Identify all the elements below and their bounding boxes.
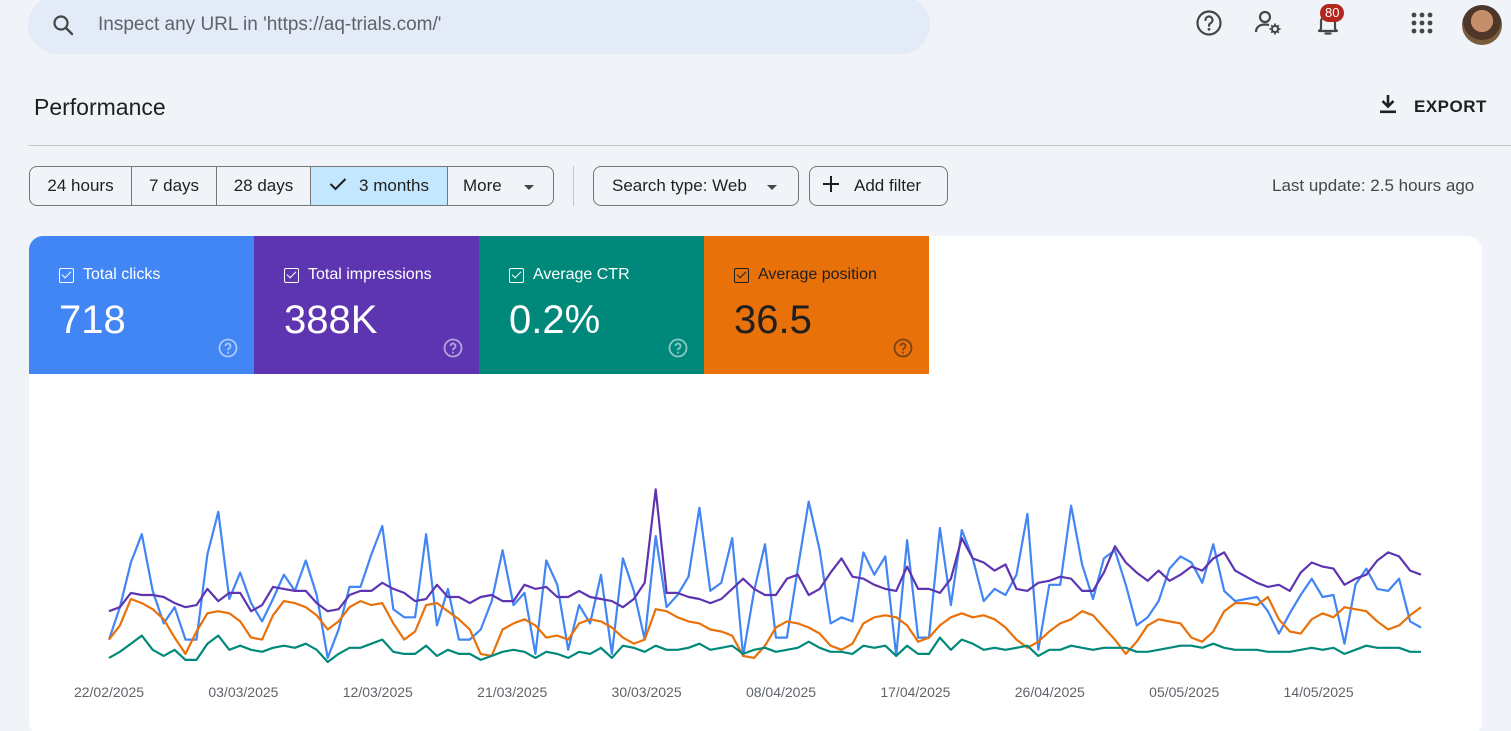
- header-divider: [28, 145, 1511, 146]
- plus-icon: [822, 175, 840, 198]
- checkbox-icon[interactable]: [509, 267, 524, 283]
- range-label: 28 days: [233, 176, 294, 195]
- x-tick-label: 30/03/2025: [612, 684, 682, 700]
- export-button[interactable]: EXPORT: [1376, 92, 1487, 121]
- series-line-average-position[interactable]: [108, 595, 1422, 659]
- range-7-days[interactable]: 7 days: [132, 167, 217, 205]
- range-3-months[interactable]: 3 months: [311, 167, 448, 205]
- series-line-total-impressions[interactable]: [108, 488, 1422, 613]
- checkbox-icon[interactable]: [284, 267, 299, 283]
- series-line-average-ctr[interactable]: [108, 634, 1421, 664]
- range-label: 7 days: [148, 176, 200, 195]
- search-type-label: Search type: Web: [612, 176, 747, 195]
- search-icon: [50, 12, 76, 38]
- metric-label: Average CTR: [533, 266, 630, 283]
- performance-line-chart[interactable]: 22/02/2025 03/03/2025 12/03/2025 21/03/2025…: [29, 236, 1482, 731]
- range-label: 24 hours: [47, 176, 114, 195]
- apps-grid-icon[interactable]: [1407, 8, 1437, 38]
- metric-label: Average position: [758, 266, 877, 283]
- search-type-dropdown[interactable]: Search type: Web: [593, 166, 799, 206]
- download-icon: [1376, 92, 1400, 121]
- metric-average-position[interactable]: Average position 36.5: [704, 236, 929, 374]
- series-line-total-clicks[interactable]: [107, 500, 1422, 659]
- x-tick-label: 05/05/2025: [1149, 684, 1219, 700]
- x-tick-label: 08/04/2025: [746, 684, 816, 700]
- x-tick-label: 22/02/2025: [74, 684, 144, 700]
- range-28-days[interactable]: 28 days: [217, 167, 311, 205]
- help-icon[interactable]: [893, 338, 913, 358]
- dropdown-arrow-icon: [766, 176, 777, 196]
- dropdown-arrow-icon: [523, 176, 534, 196]
- help-icon[interactable]: [1194, 8, 1224, 38]
- x-tick-label: 21/03/2025: [477, 684, 547, 700]
- check-icon: [329, 176, 347, 196]
- manage-users-icon[interactable]: [1253, 8, 1283, 38]
- metric-total-clicks[interactable]: Total clicks 718: [29, 236, 254, 374]
- add-filter-label: Add filter: [854, 176, 922, 195]
- metric-total-impressions[interactable]: Total impressions 388K: [254, 236, 479, 374]
- metric-label: Total impressions: [308, 266, 432, 283]
- account-avatar[interactable]: [1462, 5, 1502, 45]
- search-bar[interactable]: [28, 0, 930, 54]
- last-update-text: Last update: 2.5 hours ago: [1272, 176, 1475, 195]
- range-label: 3 months: [359, 176, 429, 195]
- range-24-hours[interactable]: 24 hours: [30, 167, 132, 205]
- metric-label: Total clicks: [83, 266, 161, 283]
- url-inspect-input[interactable]: [98, 14, 798, 36]
- filter-separator: [573, 166, 574, 206]
- help-icon[interactable]: [668, 338, 688, 358]
- performance-card: Total clicks 718 Total impressions 388K …: [29, 236, 1482, 731]
- checkbox-icon[interactable]: [59, 267, 74, 283]
- range-label: More: [463, 176, 502, 195]
- date-range-selector: 24 hours 7 days 28 days 3 months More: [29, 166, 554, 206]
- x-tick-label: 03/03/2025: [208, 684, 278, 700]
- help-icon[interactable]: [443, 338, 463, 358]
- metric-value: 718: [59, 298, 126, 342]
- metric-value: 36.5: [734, 298, 812, 342]
- metric-value: 0.2%: [509, 298, 601, 342]
- x-tick-label: 12/03/2025: [343, 684, 413, 700]
- metric-average-ctr[interactable]: Average CTR 0.2%: [479, 236, 704, 374]
- add-filter-button[interactable]: Add filter: [809, 166, 948, 206]
- notification-count-badge: 80: [1320, 4, 1345, 22]
- x-tick-label: 26/04/2025: [1015, 684, 1085, 700]
- x-tick-label: 17/04/2025: [880, 684, 950, 700]
- range-more-dropdown[interactable]: More: [448, 167, 553, 205]
- page-title: Performance: [34, 94, 166, 120]
- metric-value: 388K: [284, 298, 378, 342]
- export-label: EXPORT: [1414, 96, 1487, 116]
- checkbox-icon[interactable]: [734, 267, 749, 283]
- help-icon[interactable]: [218, 338, 238, 358]
- x-tick-label: 14/05/2025: [1284, 684, 1354, 700]
